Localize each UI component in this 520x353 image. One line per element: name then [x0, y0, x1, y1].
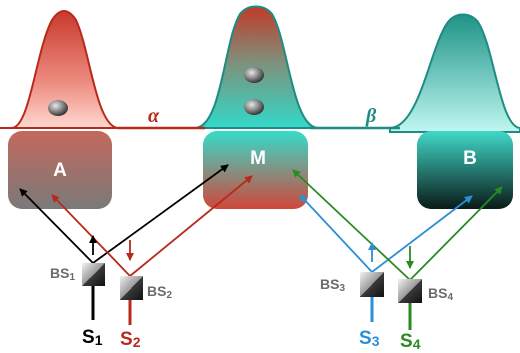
bs2-label: BS2: [147, 283, 172, 301]
beta-label: β: [365, 105, 377, 127]
ball-m-bottom-icon: [244, 99, 264, 115]
peak-m: [194, 5, 319, 129]
beam-splitter-bs3-icon: [360, 272, 384, 297]
source-s4-label: S4: [400, 331, 421, 352]
beam-bs4-to-b: [409, 186, 503, 281]
beam-bs3-to-b: [371, 195, 473, 273]
alpha-label: α: [148, 105, 160, 127]
ball-m-top-icon: [244, 67, 264, 83]
box-m-label: M: [250, 148, 266, 169]
beam-bs1-to-a: [19, 188, 94, 264]
beam-bs2-to-m: [129, 175, 253, 277]
source-s2-label: S2: [120, 329, 141, 350]
ball-a-icon: [48, 100, 68, 116]
box-m: [203, 131, 308, 209]
beam-bs3-to-m: [299, 194, 373, 273]
box-b: [417, 131, 513, 209]
source-s3-label: S3: [359, 328, 380, 349]
peak-b: [389, 13, 520, 133]
beam-splitter-bs4-icon: [398, 279, 422, 303]
beam-bs4-to-m: [292, 169, 411, 281]
bs1-label: BS1: [50, 265, 75, 283]
box-a-label: A: [53, 160, 67, 181]
bs3-label: BS3: [320, 276, 345, 294]
beam-splitter-bs2-icon: [120, 276, 143, 300]
source-s1-label: S1: [82, 327, 103, 348]
beam-splitter-bs1-icon: [82, 263, 105, 286]
beam-bs1-to-m: [92, 164, 229, 264]
box-b-label: B: [463, 148, 477, 169]
box-a: [8, 131, 112, 209]
bs4-label: BS4: [428, 285, 453, 303]
peak-a: [0, 10, 130, 129]
